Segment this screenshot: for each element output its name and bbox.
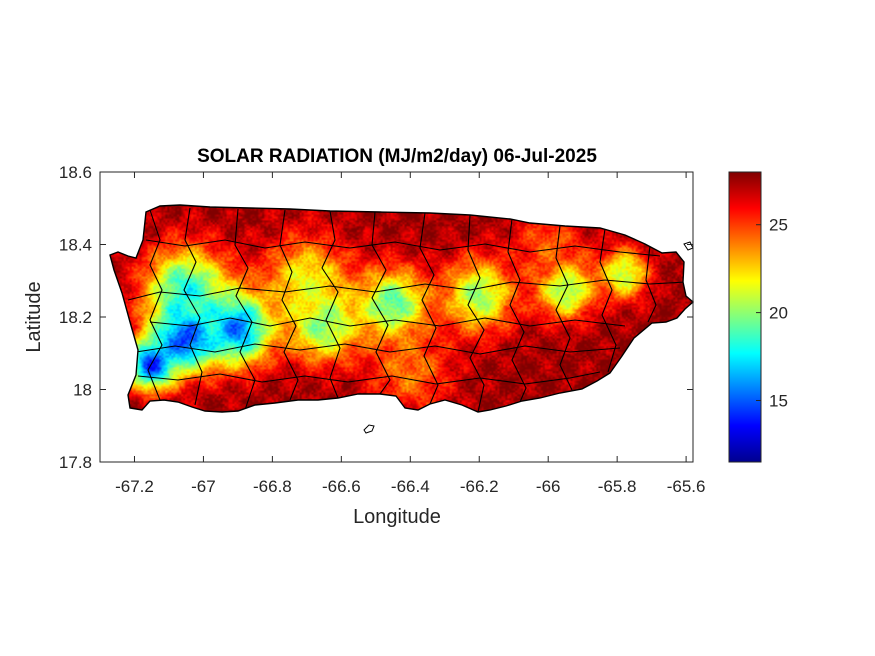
x-tick-label: -66 xyxy=(536,477,561,496)
x-tick-label: -67 xyxy=(191,477,216,496)
x-tick-label: -66.4 xyxy=(391,477,430,496)
municipality-boundary xyxy=(234,208,256,411)
municipality-boundary xyxy=(321,210,341,399)
y-tick-label: 18.6 xyxy=(59,163,92,182)
y-tick-label: 18 xyxy=(73,381,92,400)
island-coastline xyxy=(109,204,695,413)
colorbar-tick-label: 25 xyxy=(769,216,788,235)
colorbar-tick-label: 20 xyxy=(769,304,788,323)
chart-title: SOLAR RADIATION (MJ/m2/day) 06-Jul-2025 xyxy=(197,146,597,167)
x-axis-label: Longitude xyxy=(353,506,441,528)
municipality-boundary xyxy=(135,343,621,355)
municipality-boundary xyxy=(555,225,573,391)
colorbar-tick-label: 15 xyxy=(769,391,788,410)
municipality-boundary xyxy=(137,371,601,385)
x-tick-label: -66.6 xyxy=(322,477,361,496)
y-tick-label: 17.8 xyxy=(59,453,92,472)
municipality-boundary xyxy=(127,279,687,301)
municipality-boundary xyxy=(467,214,485,412)
map-plot-area: -67.2 -67 -66.8 -66.6 -66.4 -66.2 -66 -65.8 -65.… xyxy=(59,163,706,496)
municipality-boundary xyxy=(419,212,439,405)
municipality-boundary xyxy=(149,317,626,327)
y-tick-label: 18.2 xyxy=(59,308,92,327)
x-tick-label: -65.8 xyxy=(598,477,637,496)
x-axis-ticks: -67.2 -67 -66.8 -66.6 -66.4 -66.2 -66 -65.8 -65.… xyxy=(115,172,705,496)
municipality-boundary xyxy=(279,209,299,401)
municipality-boundary xyxy=(145,239,661,257)
municipality-boundary xyxy=(599,228,617,373)
y-tick-label: 18.4 xyxy=(59,236,92,255)
colorbar-gradient xyxy=(729,172,761,462)
x-tick-label: -67.2 xyxy=(115,477,154,496)
colorbar: 15 20 25 xyxy=(728,171,788,463)
x-tick-label: -66.2 xyxy=(460,477,499,496)
small-island-outline xyxy=(363,424,375,434)
municipality-boundaries xyxy=(127,207,687,412)
municipality-boundary xyxy=(183,207,203,406)
colorbar-ticks: 15 20 25 xyxy=(756,216,788,410)
municipality-boundary xyxy=(645,245,657,323)
municipality-boundary xyxy=(371,211,391,395)
municipality-boundary xyxy=(147,209,163,401)
x-tick-label: -65.6 xyxy=(667,477,706,496)
x-tick-label: -66.8 xyxy=(253,477,292,496)
y-axis-ticks: 17.8 18 18.2 18.4 18.6 xyxy=(59,163,693,472)
colorbar-frame xyxy=(728,171,762,463)
y-axis-label: Latitude xyxy=(23,281,45,352)
